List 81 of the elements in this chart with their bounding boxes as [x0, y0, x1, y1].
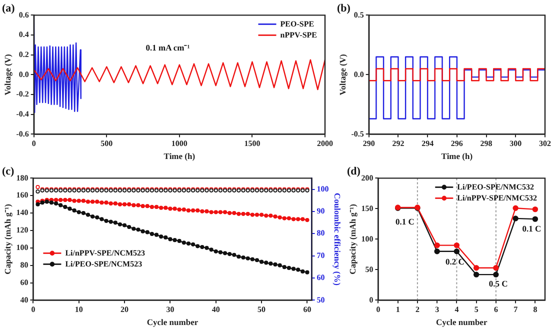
x-tick-label: 40	[212, 305, 220, 314]
x-tick-label: 290	[362, 139, 375, 148]
y-axis-title: Capacity (mAh g⁻¹)	[2, 204, 12, 274]
x-tick-label: 2	[415, 305, 420, 314]
y-tick-label: 0.4	[18, 30, 29, 40]
x-tick-label: 298	[480, 139, 492, 148]
x-tick-label: 6	[494, 305, 498, 314]
annotation: 0.2 C	[445, 256, 464, 267]
y2-tick-label: 60	[316, 273, 325, 282]
x-tick-label: 296	[450, 139, 463, 148]
annotation: 0.5 C	[488, 278, 508, 289]
x-tick-label: 0	[31, 305, 36, 314]
y-tick-label: -0.2	[16, 90, 29, 99]
x-tick-label: 1	[396, 305, 400, 314]
chart-title: (d)	[347, 165, 361, 178]
annotation: 0.1 mA cm⁻¹	[146, 42, 190, 53]
legend-label: Li/PEO-SPE/NMC532	[457, 182, 534, 192]
y-tick-label: 80	[20, 260, 28, 270]
y2-tick-label: 50	[316, 295, 325, 304]
y-tick-label: 40	[20, 295, 28, 304]
x-tick-label: 302	[539, 139, 551, 148]
chart-title: (c)	[2, 165, 15, 178]
annotation: 0.1 C	[395, 216, 414, 226]
x-tick-label: 1500	[244, 139, 260, 148]
x-tick-label: 2000	[317, 139, 333, 148]
annotation: 0.1 C	[522, 224, 542, 234]
y2-tick-label: 80	[316, 228, 325, 238]
x-tick-label: 3	[435, 305, 440, 314]
x-axis-title: Cycle number	[146, 317, 198, 328]
y-tick-label: 100	[361, 234, 374, 244]
y-axis-title: Voltage (V)	[337, 54, 348, 96]
y2-tick-label: 100	[316, 184, 329, 194]
y-tick-label: 100	[16, 242, 28, 252]
x-tick-label: 0	[376, 305, 380, 314]
y-tick-label: -0.5	[351, 129, 364, 138]
y-tick-label: 50	[365, 264, 374, 274]
chart-title: (a)	[2, 2, 16, 14]
y-tick-label: 150	[361, 204, 374, 213]
x-tick-label: 5	[474, 305, 478, 314]
x-tick-label: 4	[454, 305, 459, 314]
y-tick-label: 180	[16, 173, 28, 182]
x-tick-label: 8	[533, 305, 538, 314]
y-tick-label: 60	[20, 278, 28, 287]
chart-title: (b)	[337, 2, 351, 14]
x-tick-label: 10	[74, 305, 83, 314]
x-tick-label: 500	[100, 139, 113, 148]
x-tick-label: 20	[120, 305, 129, 314]
x-tick-label: 0	[32, 139, 36, 148]
y-tick-label: 200	[361, 173, 374, 182]
y2-tick-label: 70	[316, 250, 325, 260]
x-tick-label: 300	[510, 139, 522, 148]
x-tick-label: 60	[303, 305, 312, 314]
legend-label: Li/nPPV-SPE/NMC532	[457, 193, 538, 202]
y-tick-label: -0.6	[16, 129, 29, 138]
y2-axis-title: Coulombic efficiency (%)	[332, 192, 343, 286]
y2-tick-label: 90	[316, 206, 325, 216]
x-tick-label: 1000	[171, 139, 188, 148]
x-tick-label: 7	[514, 305, 518, 314]
y-tick-label: 0.0	[18, 70, 29, 79]
y-tick-label: 120	[16, 226, 28, 235]
x-axis-title: Time (h)	[441, 151, 473, 162]
y-tick-label: 0.0	[354, 70, 364, 79]
x-axis-title: Time (h)	[164, 151, 196, 162]
y-tick-label: 160	[16, 190, 28, 200]
legend-label: Li/nPPV-SPE/NCM523	[65, 248, 146, 258]
y-tick-label: -0.4	[16, 109, 29, 118]
x-tick-label: 30	[166, 305, 174, 314]
x-tick-label: 294	[422, 139, 434, 148]
y-tick-label: 0	[369, 295, 374, 304]
y-tick-label: 0.6	[18, 10, 29, 20]
y-tick-label: 0.5	[354, 10, 364, 20]
legend-label: Li/PEO-SPE/NCM523	[65, 259, 142, 268]
y-axis-title: Capacity (mAh g⁻¹)	[347, 204, 358, 274]
y-axis-title: Voltage (V)	[2, 54, 12, 96]
y-tick-label: 140	[16, 208, 28, 218]
x-tick-label: 292	[392, 139, 404, 148]
legend-label: PEO-SPE	[280, 19, 314, 28]
y-tick-label: 0.2	[18, 50, 29, 59]
legend-label: nPPV-SPE	[280, 30, 318, 40]
x-axis-title: Cycle number	[436, 317, 488, 328]
x-tick-label: 50	[258, 305, 266, 314]
